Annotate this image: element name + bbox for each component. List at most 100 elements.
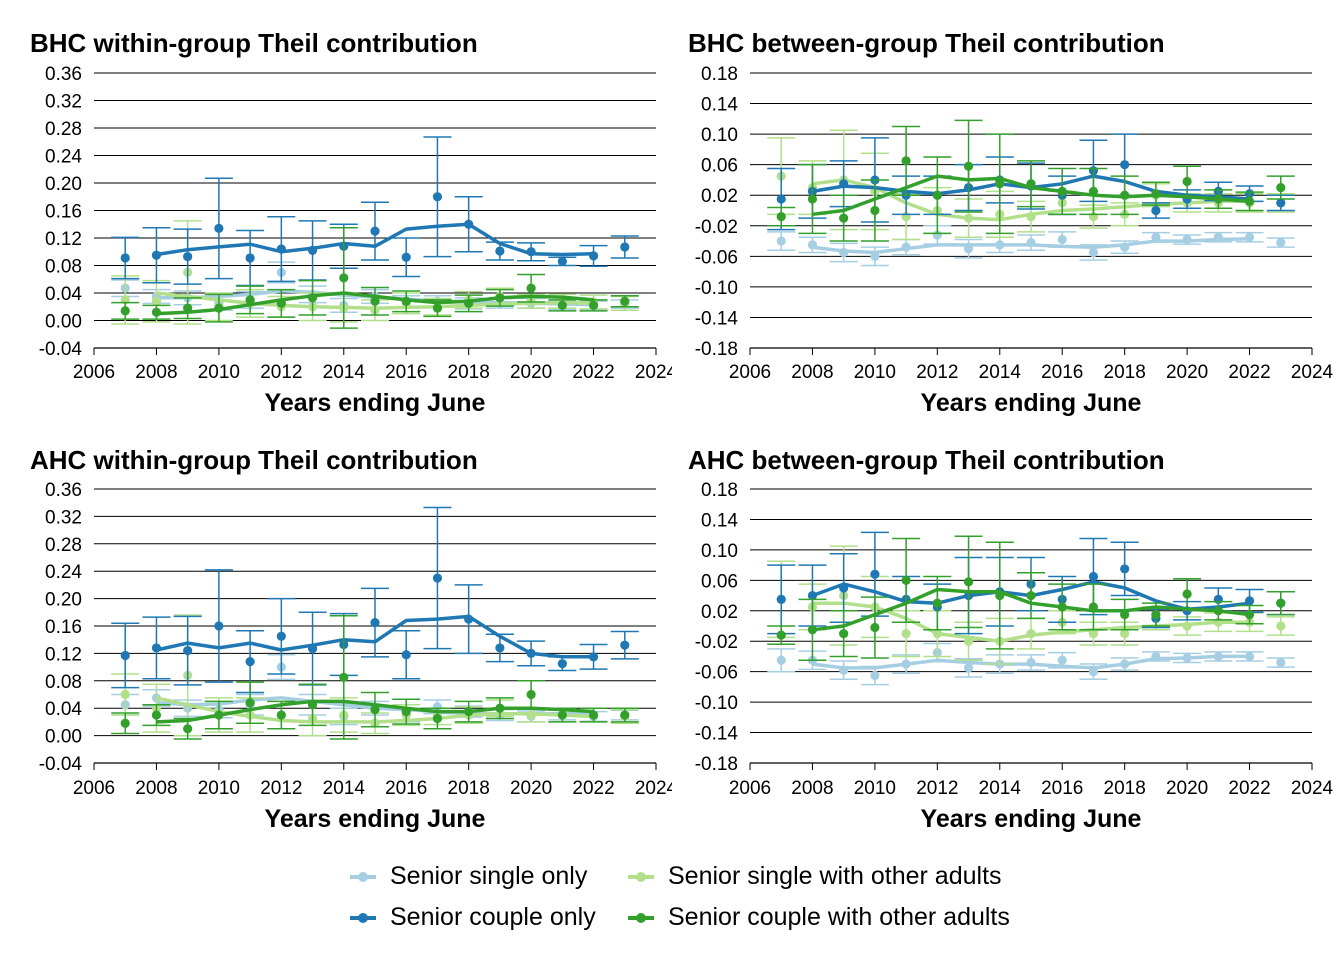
data-point [120,306,130,316]
series-senior-single-only [767,642,1295,686]
data-point [1151,651,1161,662]
x-tick-label: 2006 [729,778,771,799]
data-point [245,253,255,263]
y-tick-label: 0.06 [701,156,738,177]
data-point [901,659,911,669]
data-point [1026,179,1036,189]
data-point [432,192,443,202]
x-tick-label: 2008 [135,778,177,799]
data-point [1120,629,1130,639]
data-point [932,230,942,240]
data-point [901,242,911,252]
data-point [1088,667,1099,677]
data-point [432,573,443,583]
data-point [1151,232,1161,242]
data-point [1276,198,1286,208]
y-tick-label: -0.02 [695,217,738,238]
data-point [120,718,130,728]
legend-swatch [628,871,654,882]
data-point [963,244,974,254]
data-point [932,629,942,639]
x-tick-label: 2012 [916,778,958,799]
data-point [1057,234,1067,245]
data-point [214,223,224,233]
data-point [1057,655,1067,665]
data-point [120,253,130,263]
data-point [1026,657,1036,668]
data-point [1213,606,1223,616]
data-point [245,657,255,667]
data-point [432,303,443,313]
data-point [1120,609,1130,620]
data-point [839,629,849,639]
x-tick-label: 2024 [635,362,672,383]
data-point [1088,571,1099,582]
data-point [932,190,942,200]
y-tick-label: -0.10 [695,693,738,714]
data-point [151,643,162,653]
data-point [526,247,536,257]
data-point [214,710,224,720]
data-point [526,283,536,293]
x-tick-label: 2016 [385,778,427,799]
series-senior-couple-only [111,506,639,694]
x-tick-label: 2020 [1166,362,1208,383]
data-point [1182,589,1192,599]
data-point [151,710,162,720]
y-tick-label: 0.06 [701,571,738,592]
y-tick-label: 0.08 [45,257,82,278]
data-point [620,242,630,252]
data-point [870,622,880,633]
data-point [370,226,380,236]
legend-label: Senior couple with other adults [668,903,1010,931]
y-tick-label: 0.20 [45,590,82,611]
y-tick-label: 0.02 [701,186,738,207]
data-point [1244,651,1255,662]
y-tick-label: 0.00 [45,727,82,748]
data-point [557,256,567,266]
x-tick-label: 2012 [260,778,302,799]
y-tick-label: 0.12 [45,229,82,250]
data-point [1026,590,1036,601]
x-tick-label: 2022 [572,778,614,799]
chart-title: AHC within-group Theil contribution [30,445,478,475]
data-point [276,631,286,641]
y-tick-label: -0.14 [695,308,739,329]
chart-svg: -0.18 -0.14 -0.10 -0.06 -0.02 0.02 0.06 0.10 0.1… [695,480,1334,833]
legend-swatch [350,912,376,923]
x-axis-title: Years ending June [265,805,486,833]
data-point [963,213,974,223]
data-point [245,698,255,708]
data-point [963,663,974,673]
data-point [370,617,380,628]
data-point [807,625,818,635]
legend-item-senior-single-with-other-adults: Senior single with other adults [628,862,1002,891]
x-tick-label: 2010 [854,362,896,383]
data-point [276,244,286,254]
data-point [307,245,318,255]
data-point [464,614,474,624]
y-tick-label: 0.20 [45,174,82,195]
legend-swatch [628,912,654,923]
data-point [339,672,349,682]
data-point [183,646,193,656]
data-point [588,652,599,662]
x-tick-label: 2006 [73,778,115,799]
data-point [495,293,505,303]
data-point [1120,190,1130,200]
data-point [526,648,536,658]
legend-item-senior-couple-with-other-adults: Senior couple with other adults [628,903,1010,932]
y-tick-label: 0.04 [45,699,82,720]
legend-label: Senior single only [390,862,588,890]
data-point [1057,602,1067,612]
y-tick-label: 0.36 [45,64,82,85]
data-point [526,710,536,720]
data-point [776,212,786,222]
x-tick-label: 2012 [260,362,302,383]
data-point [620,296,630,306]
data-point [339,273,349,283]
data-point [901,575,911,585]
data-point [370,704,380,715]
data-point [495,703,505,713]
y-tick-label: 0.04 [45,284,82,305]
